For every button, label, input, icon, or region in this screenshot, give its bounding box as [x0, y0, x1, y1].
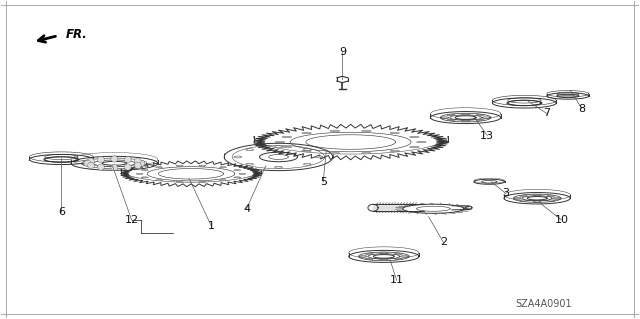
- Ellipse shape: [461, 120, 470, 122]
- Ellipse shape: [441, 117, 449, 118]
- Ellipse shape: [476, 115, 484, 116]
- Polygon shape: [403, 204, 464, 213]
- Polygon shape: [504, 193, 570, 204]
- Ellipse shape: [234, 156, 241, 158]
- Ellipse shape: [482, 117, 490, 118]
- Ellipse shape: [88, 158, 95, 164]
- Ellipse shape: [97, 156, 104, 163]
- Ellipse shape: [401, 256, 408, 257]
- Polygon shape: [431, 112, 500, 123]
- Text: 12: 12: [125, 215, 139, 225]
- Ellipse shape: [124, 164, 131, 170]
- Ellipse shape: [365, 258, 373, 260]
- Ellipse shape: [362, 152, 371, 154]
- Ellipse shape: [97, 164, 104, 170]
- Ellipse shape: [410, 146, 419, 148]
- Ellipse shape: [199, 165, 206, 166]
- Polygon shape: [452, 206, 468, 210]
- Ellipse shape: [282, 146, 292, 148]
- Polygon shape: [253, 124, 448, 160]
- Text: 1: 1: [208, 221, 215, 231]
- Ellipse shape: [176, 165, 183, 166]
- Ellipse shape: [156, 167, 163, 168]
- Ellipse shape: [359, 256, 367, 257]
- Text: 4: 4: [243, 204, 250, 214]
- Ellipse shape: [111, 156, 118, 162]
- Ellipse shape: [303, 163, 311, 165]
- Ellipse shape: [239, 173, 246, 174]
- Ellipse shape: [275, 141, 285, 143]
- Polygon shape: [224, 143, 333, 171]
- Polygon shape: [120, 161, 262, 187]
- Ellipse shape: [447, 115, 455, 116]
- Ellipse shape: [447, 119, 455, 121]
- Polygon shape: [71, 156, 158, 170]
- Ellipse shape: [246, 163, 253, 165]
- Ellipse shape: [520, 200, 527, 201]
- Ellipse shape: [390, 150, 399, 152]
- Ellipse shape: [282, 136, 292, 138]
- Ellipse shape: [533, 201, 541, 202]
- Ellipse shape: [417, 141, 426, 143]
- Ellipse shape: [246, 149, 253, 151]
- Ellipse shape: [302, 132, 311, 134]
- Text: 3: 3: [502, 188, 509, 198]
- Ellipse shape: [84, 160, 91, 167]
- Ellipse shape: [220, 180, 227, 181]
- Ellipse shape: [303, 149, 311, 151]
- Ellipse shape: [275, 146, 282, 148]
- Polygon shape: [349, 250, 419, 263]
- Ellipse shape: [362, 130, 371, 132]
- Ellipse shape: [220, 167, 227, 168]
- Ellipse shape: [234, 177, 241, 178]
- Ellipse shape: [134, 158, 141, 164]
- Text: 2: 2: [440, 237, 447, 247]
- Ellipse shape: [410, 136, 419, 138]
- Polygon shape: [373, 204, 424, 211]
- Ellipse shape: [461, 113, 470, 115]
- Ellipse shape: [476, 119, 484, 121]
- Ellipse shape: [134, 162, 141, 169]
- Ellipse shape: [141, 177, 148, 178]
- Text: 6: 6: [58, 207, 65, 217]
- Text: 8: 8: [579, 104, 586, 114]
- Ellipse shape: [275, 166, 282, 168]
- Ellipse shape: [394, 253, 403, 255]
- Ellipse shape: [302, 150, 311, 152]
- Ellipse shape: [138, 160, 145, 167]
- Ellipse shape: [380, 252, 388, 254]
- Ellipse shape: [234, 170, 241, 171]
- Text: 9: 9: [339, 47, 346, 56]
- Ellipse shape: [88, 162, 95, 169]
- Ellipse shape: [533, 194, 541, 196]
- Ellipse shape: [394, 258, 403, 260]
- Polygon shape: [474, 179, 504, 184]
- Text: 11: 11: [390, 275, 404, 285]
- Ellipse shape: [330, 152, 340, 154]
- Ellipse shape: [520, 195, 527, 197]
- Text: 5: 5: [320, 177, 326, 187]
- Ellipse shape: [365, 253, 373, 255]
- Text: 13: 13: [480, 131, 494, 141]
- Ellipse shape: [380, 259, 388, 261]
- Ellipse shape: [547, 195, 555, 197]
- Text: 10: 10: [554, 215, 568, 225]
- Ellipse shape: [330, 130, 340, 132]
- Ellipse shape: [514, 197, 522, 199]
- Ellipse shape: [156, 180, 163, 181]
- Text: FR.: FR.: [66, 27, 88, 41]
- Ellipse shape: [547, 200, 555, 201]
- Ellipse shape: [390, 132, 399, 134]
- Ellipse shape: [111, 165, 118, 171]
- Text: SZA4A0901: SZA4A0901: [515, 299, 572, 309]
- Ellipse shape: [141, 170, 148, 171]
- Text: 7: 7: [543, 108, 550, 118]
- Ellipse shape: [124, 156, 131, 163]
- Ellipse shape: [136, 173, 143, 174]
- Ellipse shape: [316, 156, 323, 158]
- Ellipse shape: [553, 197, 561, 199]
